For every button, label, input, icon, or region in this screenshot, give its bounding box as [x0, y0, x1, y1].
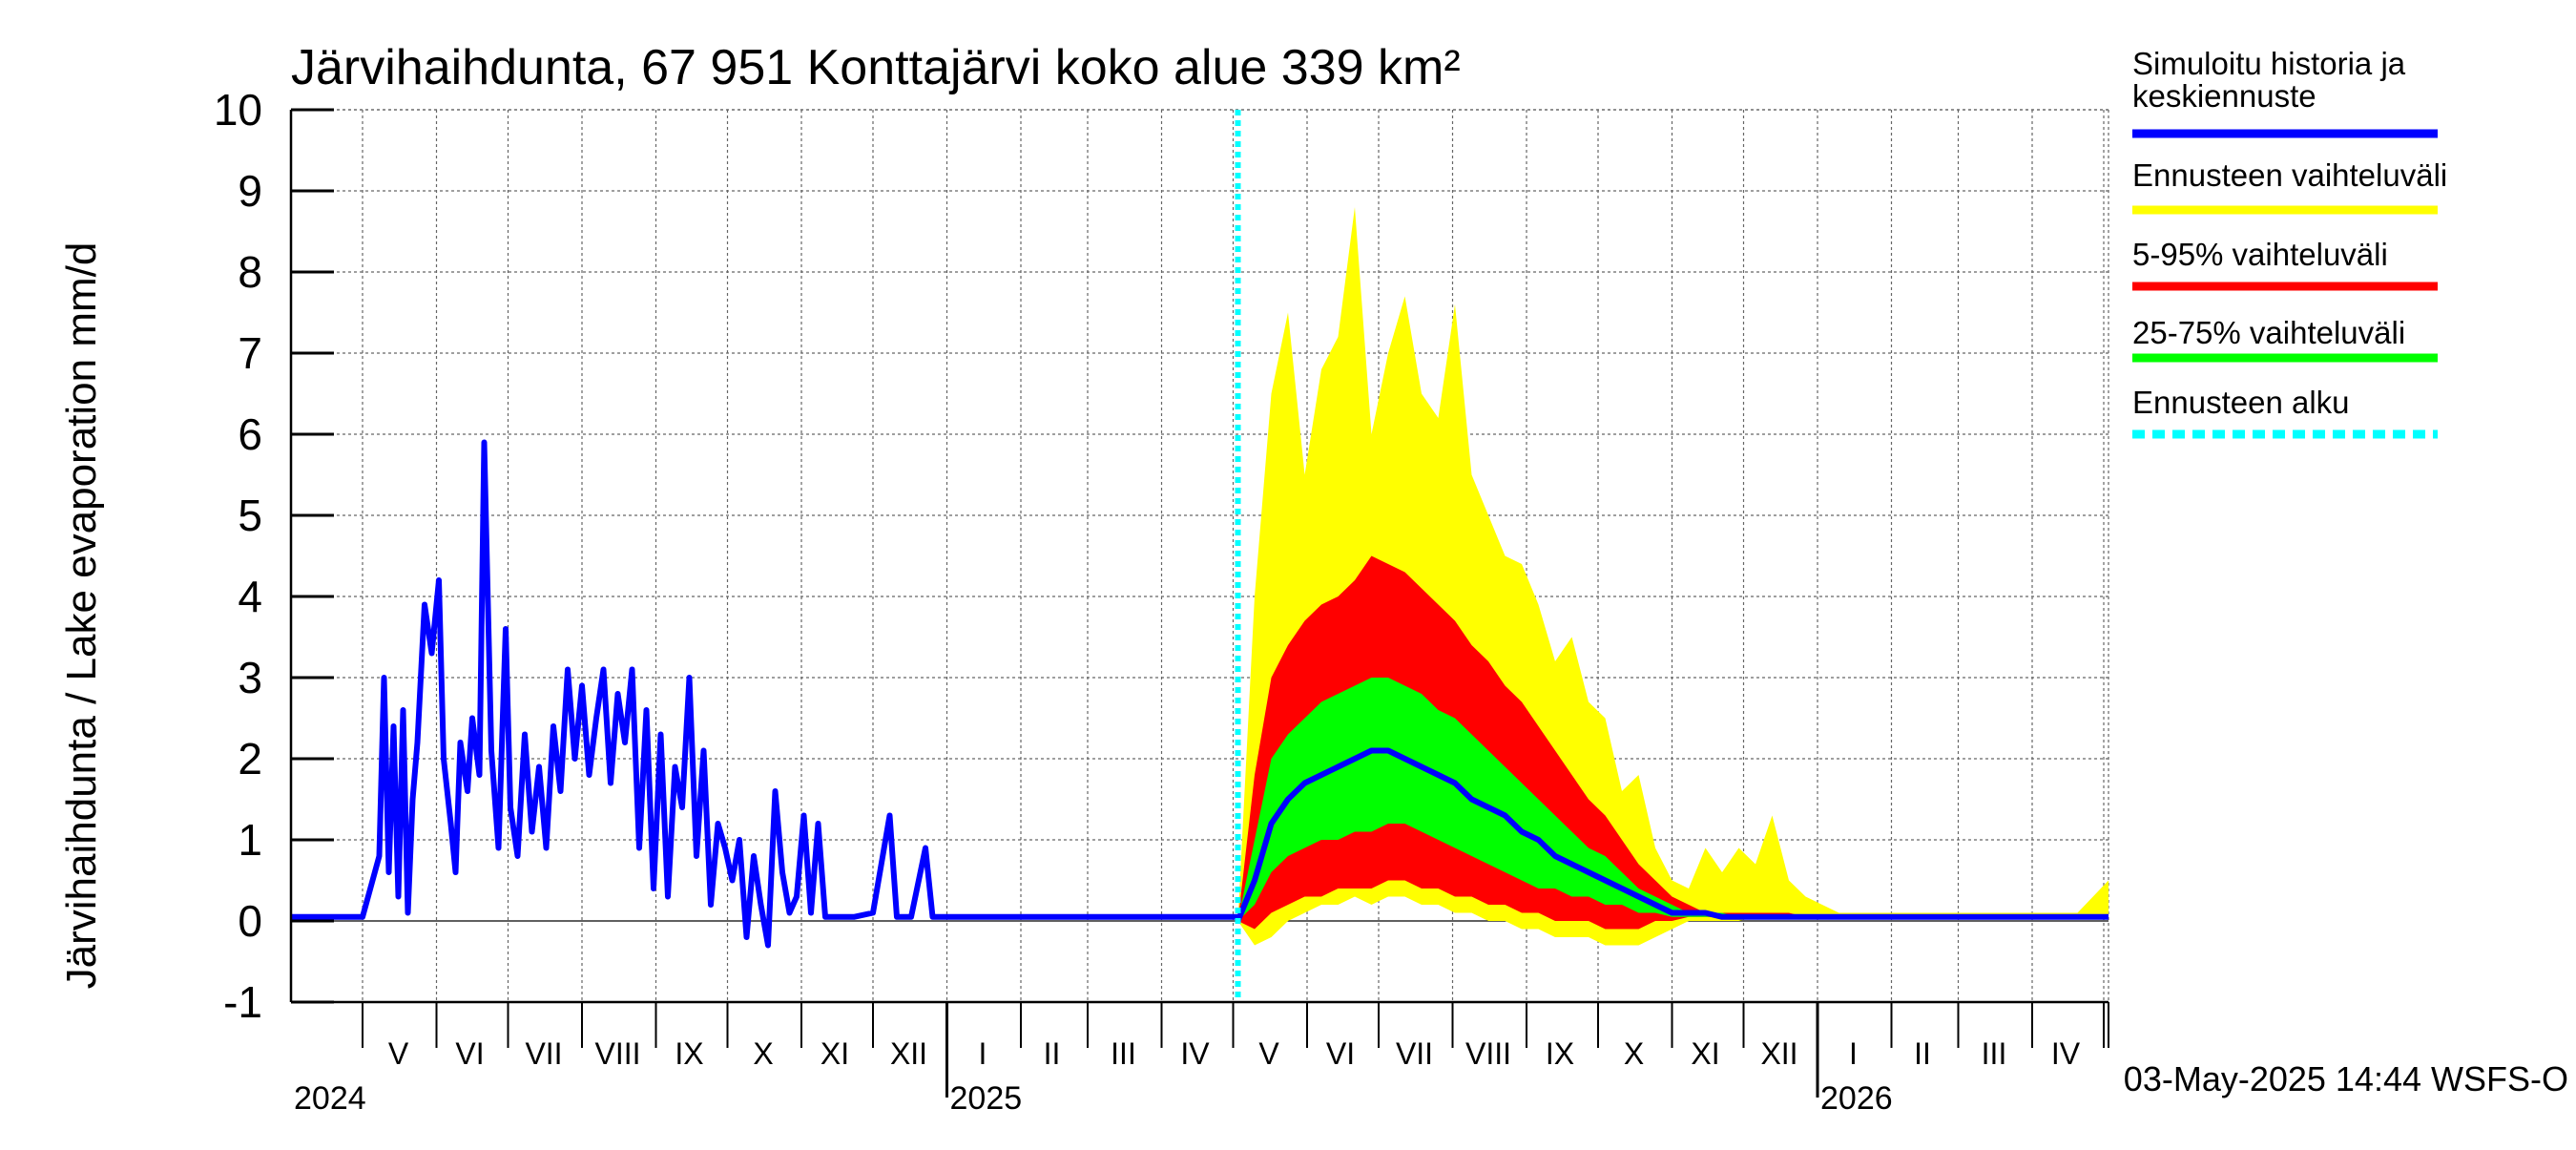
x-month-label: I — [979, 1036, 987, 1071]
y-tick-label: 0 — [238, 896, 262, 946]
x-year-label: 2025 — [950, 1080, 1023, 1117]
y-tick-label: 4 — [238, 572, 262, 621]
y-tick-label: 1 — [238, 815, 262, 865]
x-year-label: 2026 — [1820, 1080, 1893, 1117]
forecast-bands — [1237, 207, 2109, 946]
x-month-label: V — [1258, 1036, 1279, 1071]
x-month-label: XI — [1691, 1036, 1719, 1071]
x-month-label: II — [1914, 1036, 1931, 1071]
y-tick-label: 8 — [238, 247, 262, 297]
x-month-label: IX — [675, 1036, 703, 1071]
x-month-label: VII — [525, 1036, 562, 1071]
x-month-label: VI — [455, 1036, 484, 1071]
y-tick-label: 9 — [238, 166, 262, 216]
x-month-label: XI — [821, 1036, 849, 1071]
x-year-label: 2024 — [294, 1080, 366, 1117]
x-month-label: V — [388, 1036, 409, 1071]
band-25-75 — [1237, 678, 2109, 921]
legend-label: Ennusteen vaihteluväli — [2132, 157, 2447, 193]
x-month-label: XII — [890, 1036, 927, 1071]
median-forecast-line — [1235, 747, 2109, 923]
x-month-label: VIII — [594, 1036, 640, 1071]
chart-title: Järvihaihdunta, 67 951 Konttajärvi koko … — [291, 40, 1461, 95]
x-month-label: IV — [2051, 1036, 2081, 1071]
x-month-label: VI — [1326, 1036, 1355, 1071]
x-month-label: VII — [1396, 1036, 1433, 1071]
y-tick-label: 10 — [214, 85, 262, 135]
history-series-line — [291, 439, 1238, 949]
legend-label: Ennusteen alku — [2132, 385, 2350, 420]
x-month-label: X — [1624, 1036, 1644, 1071]
y-axis-label: Järvihaihdunta / Lake evaporation mm/d — [58, 242, 105, 990]
x-month-label: X — [753, 1036, 773, 1071]
x-month-label: III — [1111, 1036, 1136, 1071]
x-month-label: I — [1849, 1036, 1858, 1071]
y-tick-label: 5 — [238, 491, 262, 540]
x-month-label: XII — [1760, 1036, 1797, 1071]
legend-label: Simuloitu historia ja — [2132, 46, 2406, 81]
x-month-label: IV — [1180, 1036, 1210, 1071]
timestamp-label: 03-May-2025 14:44 WSFS-O — [2124, 1059, 2568, 1098]
x-month-label: IX — [1546, 1036, 1574, 1071]
x-month-label: VIII — [1465, 1036, 1511, 1071]
series-lines — [291, 110, 2109, 1002]
grid-lines — [291, 109, 2109, 1003]
legend-label: 25-75% vaihteluväli — [2132, 315, 2405, 350]
x-month-label: III — [1982, 1036, 2007, 1071]
y-tick-label: 2 — [238, 734, 262, 784]
legend-label: 5-95% vaihteluväli — [2132, 237, 2388, 272]
y-tick-label: 7 — [238, 328, 262, 378]
y-tick-label: -1 — [223, 977, 262, 1027]
y-tick-label: 3 — [238, 653, 262, 702]
legend-label: keskiennuste — [2132, 78, 2316, 114]
y-tick-label: 6 — [238, 409, 262, 459]
x-month-label: II — [1044, 1036, 1061, 1071]
